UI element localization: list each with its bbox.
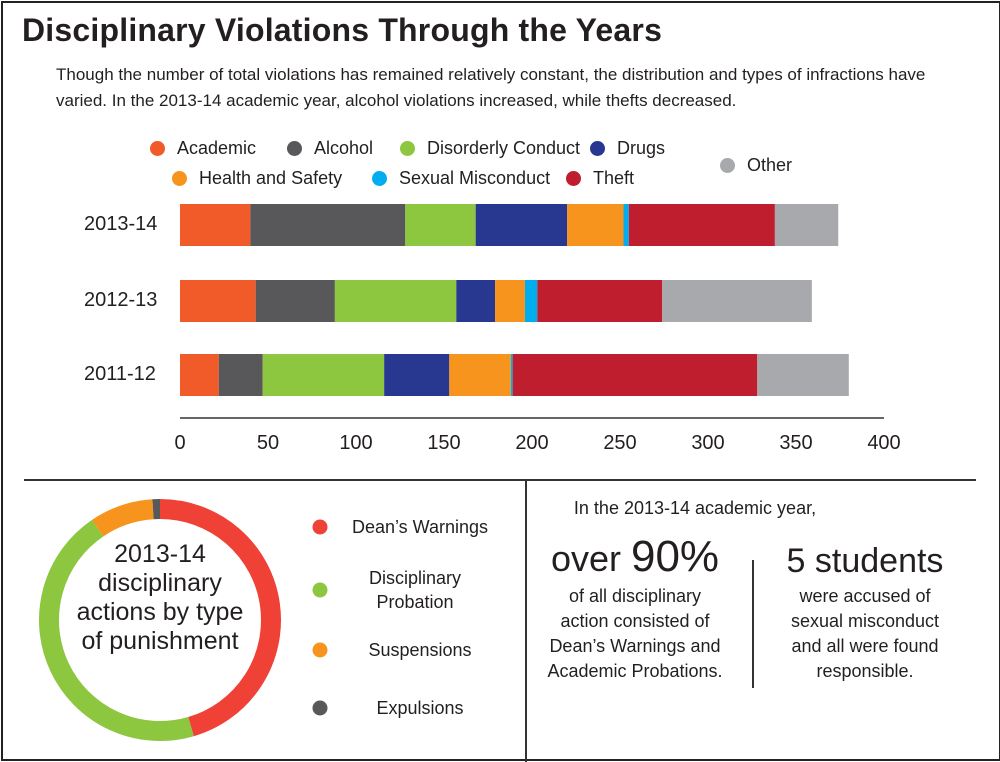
bar-segment bbox=[524, 280, 538, 322]
legend-swatch bbox=[172, 171, 187, 186]
legend-item: Health and Safety bbox=[172, 168, 342, 189]
y-tick-label: 2011-12 bbox=[84, 363, 156, 385]
bar-segment bbox=[255, 280, 335, 322]
bar-segment bbox=[662, 280, 812, 322]
legend-label: Drugs bbox=[617, 138, 666, 158]
bar-segment bbox=[218, 354, 263, 396]
legend-label: Health and Safety bbox=[199, 168, 343, 188]
legend-item: Drugs bbox=[590, 138, 665, 159]
legend-label: Alcohol bbox=[314, 138, 374, 158]
stats-intro: In the 2013-14 academic year, bbox=[573, 498, 817, 518]
donut-legend-swatch bbox=[312, 519, 328, 535]
donut-slice bbox=[39, 519, 194, 741]
legend-item: Other bbox=[720, 155, 792, 176]
donut-legend-label: Disciplinary Probation bbox=[368, 568, 462, 612]
x-tick-label: 350 bbox=[779, 432, 813, 454]
x-tick-label: 250 bbox=[603, 432, 637, 454]
bar-segment bbox=[495, 280, 525, 322]
divider-horizontal bbox=[24, 479, 976, 481]
legend-item: Theft bbox=[566, 168, 634, 189]
legend-item: Alcohol bbox=[287, 138, 373, 159]
donut-legend-swatch bbox=[312, 642, 328, 658]
x-tick-label: 100 bbox=[339, 432, 373, 454]
x-tick-label: 200 bbox=[515, 432, 549, 454]
y-tick-label: 2013-14 bbox=[84, 213, 158, 235]
legend-swatch bbox=[150, 141, 165, 156]
subtitle: Though the number of total violations ha… bbox=[56, 65, 926, 110]
x-tick-label: 0 bbox=[174, 432, 186, 454]
bar-segment bbox=[250, 204, 406, 246]
legend-label: Disorderly Conduct bbox=[427, 138, 581, 158]
legend-swatch bbox=[720, 158, 735, 173]
x-tick-label: 50 bbox=[256, 432, 280, 454]
legend-label: Academic bbox=[177, 138, 257, 158]
bar-segment bbox=[384, 354, 450, 396]
stat-left-big: over 90% bbox=[535, 532, 735, 582]
x-tick-label: 400 bbox=[867, 432, 901, 454]
bar-segment bbox=[628, 204, 775, 246]
legend-label: Other bbox=[747, 155, 793, 175]
stat-right-big: 5 students bbox=[786, 542, 944, 580]
donut-title: 2013-14 disciplinary actions by type of … bbox=[76, 540, 244, 655]
bar-segment bbox=[623, 204, 629, 246]
bar-segment bbox=[334, 280, 457, 322]
bar-segment bbox=[510, 354, 513, 396]
stat-left-text: of all disciplinary action consisted of … bbox=[547, 586, 723, 681]
legend-label: Sexual Misconduct bbox=[399, 168, 551, 188]
bar-segment bbox=[567, 204, 624, 246]
bar-segment bbox=[405, 204, 476, 246]
donut-legend-label: Dean’s Warnings bbox=[351, 517, 489, 537]
x-tick-label: 300 bbox=[691, 432, 725, 454]
stat-left-number: 90% bbox=[630, 532, 720, 581]
bar-segment bbox=[512, 354, 758, 396]
stat-left-prefix: over bbox=[550, 538, 631, 579]
donut-legend-label: Suspensions bbox=[368, 640, 472, 660]
donut-slice bbox=[91, 499, 154, 537]
donut-legend-swatch bbox=[312, 700, 328, 716]
bar-segment bbox=[180, 280, 256, 322]
legend-swatch bbox=[400, 141, 415, 156]
stat-right-text: were accused of sexual misconduct and al… bbox=[790, 586, 940, 681]
legend-item: Disorderly Conduct bbox=[400, 138, 580, 159]
legend-swatch bbox=[372, 171, 387, 186]
legend-swatch bbox=[590, 141, 605, 156]
divider-vertical bbox=[525, 480, 527, 762]
donut-slice bbox=[159, 499, 281, 737]
legend-item: Sexual Misconduct bbox=[372, 168, 550, 189]
bar-segment bbox=[180, 354, 219, 396]
bar-segment bbox=[180, 204, 251, 246]
bar-segment bbox=[757, 354, 849, 396]
donut-legend-label: Expulsions bbox=[376, 698, 464, 718]
legend-swatch bbox=[287, 141, 302, 156]
bar-segment bbox=[456, 280, 496, 322]
legend-label: Theft bbox=[593, 168, 635, 188]
donut-legend-swatch bbox=[312, 582, 328, 598]
legend-item: Academic bbox=[150, 138, 256, 159]
bar-segment bbox=[537, 280, 663, 322]
x-tick-label: 150 bbox=[427, 432, 461, 454]
legend-swatch bbox=[566, 171, 581, 186]
y-tick-label: 2012-13 bbox=[84, 289, 158, 311]
bar-segment bbox=[262, 354, 385, 396]
bar-segment bbox=[774, 204, 839, 246]
divider-stats bbox=[752, 560, 754, 688]
page-title: Disciplinary Violations Through the Year… bbox=[22, 12, 663, 48]
bar-segment bbox=[475, 204, 568, 246]
bar-segment bbox=[449, 354, 511, 396]
